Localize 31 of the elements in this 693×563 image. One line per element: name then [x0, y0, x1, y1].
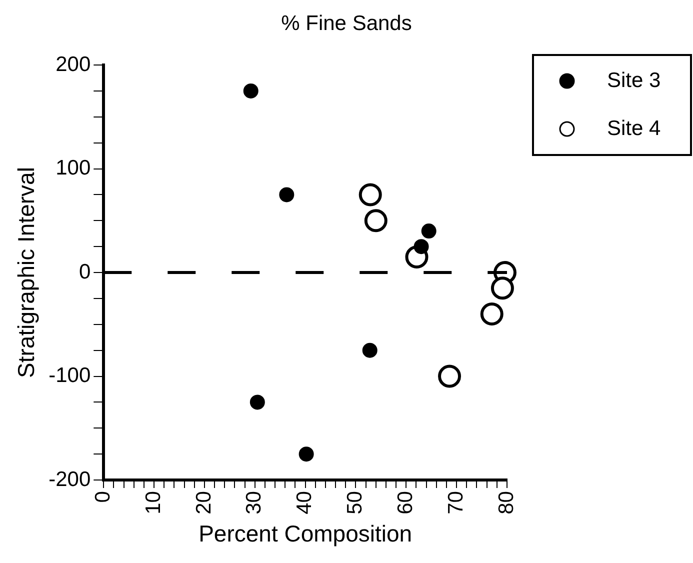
x-tick-label: 60: [394, 491, 417, 514]
x-tick-label: 10: [142, 491, 165, 514]
point: [364, 209, 388, 232]
legend-label: Site 4: [607, 116, 662, 140]
x-tick-label: 30: [242, 491, 266, 514]
point: [421, 224, 436, 239]
point: [279, 187, 294, 202]
point: [438, 364, 462, 388]
y-tick-label: 0: [78, 260, 91, 284]
chart-title: % Fine Sands: [281, 12, 412, 35]
y-tick-label: -100: [48, 364, 91, 388]
legend-label: Site 3: [607, 68, 661, 92]
x-axis-title: Percent Composition: [198, 520, 412, 547]
point: [362, 342, 378, 358]
point: [490, 276, 514, 300]
point: [250, 394, 265, 410]
point: [480, 302, 504, 326]
point: [243, 83, 258, 98]
x-tick-label: 40: [293, 491, 316, 514]
y-tick-label: 200: [56, 52, 91, 76]
point: [414, 239, 429, 254]
x-tick-label: 0: [91, 491, 114, 503]
x-tick-label: 20: [192, 491, 216, 514]
x-tick-label: 50: [344, 491, 367, 514]
x-tick-label: 80: [494, 491, 518, 514]
x-tick-label: 70: [444, 491, 468, 514]
point: [358, 183, 382, 206]
y-tick-label: 100: [56, 156, 91, 180]
point: [298, 446, 314, 462]
y-tick-label: -200: [48, 468, 91, 491]
y-axis-title: Stratigraphic Interval: [13, 167, 40, 378]
